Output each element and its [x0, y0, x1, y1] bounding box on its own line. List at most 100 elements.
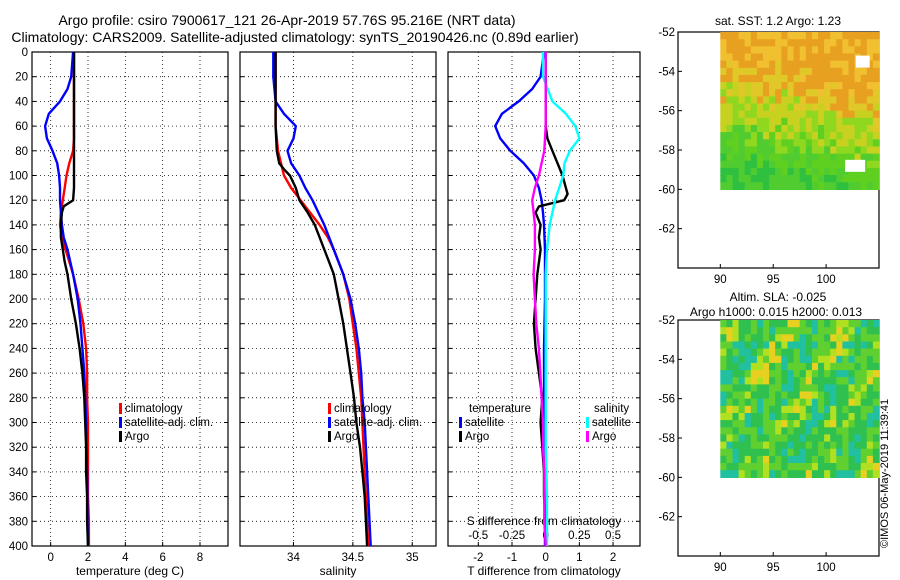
heatmap-cell [726, 89, 734, 97]
heatmap-cell [824, 327, 831, 335]
heatmap-cell [720, 46, 727, 55]
heatmap-cell [860, 103, 868, 112]
heatmap-cell [824, 53, 831, 62]
heatmap-cell [720, 320, 727, 328]
heatmap-cell [860, 89, 868, 97]
heatmap-cell [872, 427, 880, 436]
heatmap-cell [763, 355, 770, 364]
y-tick-label: -58 [658, 433, 675, 445]
x-tick-label: 100 [817, 562, 836, 574]
heatmap-cell [818, 110, 825, 119]
heatmap-cell [818, 167, 825, 176]
heatmap-cell [799, 160, 807, 169]
heatmap-cell [811, 441, 819, 450]
heatmap-cell [756, 110, 764, 119]
heatmap-cell [848, 82, 856, 90]
heatmap-cell [811, 82, 819, 90]
heatmap-cell [824, 82, 831, 90]
heatmap-cell [775, 391, 782, 400]
heatmap-cell [738, 46, 746, 55]
heatmap-cell [811, 455, 819, 464]
heatmap-cell [824, 89, 831, 97]
legend-title-salinity: salinity [594, 403, 629, 415]
heatmap-cell [836, 362, 843, 371]
legend-swatch-climatology [328, 403, 331, 414]
heatmap-cell [781, 153, 788, 162]
heatmap-cell [799, 132, 807, 140]
heatmap-cell [793, 455, 801, 464]
heatmap-cell [799, 455, 807, 464]
heatmap-cell [726, 139, 734, 148]
heatmap-cell [842, 441, 850, 450]
heatmap-cell [818, 327, 825, 335]
heatmap-cell [750, 60, 758, 69]
heatmap-cell [836, 117, 843, 126]
heatmap-cell [818, 391, 825, 400]
heatmap-cell [860, 441, 868, 450]
heatmap-cell [720, 167, 727, 176]
heatmap-cell [775, 362, 782, 371]
heatmap-cell [763, 348, 770, 357]
heatmap-cell [726, 355, 734, 364]
heatmap-cell [818, 370, 825, 378]
heatmap-cell [848, 103, 856, 112]
heatmap-cell [872, 175, 880, 183]
heatmap-cell [842, 67, 850, 76]
heatmap-cell [872, 420, 880, 428]
heatmap-cell [732, 32, 740, 40]
heatmap-cell [781, 320, 788, 328]
heatmap-cell [775, 32, 782, 40]
heatmap-cell [799, 434, 807, 443]
heatmap-cell [854, 320, 862, 328]
heatmap-cell [854, 67, 862, 76]
heatmap-cell [793, 153, 801, 162]
heatmap-cell [854, 463, 862, 471]
heatmap-cell [732, 391, 740, 400]
legend-swatch-climatology [119, 403, 122, 414]
heatmap-cell [793, 341, 801, 350]
heatmap-cell [738, 334, 746, 343]
heatmap-cell [744, 139, 752, 148]
heatmap-cell [818, 182, 825, 190]
heatmap-cell [720, 441, 727, 450]
heatmap-cell [726, 434, 734, 443]
heatmap-cell [836, 60, 843, 69]
heatmap-cell [805, 139, 813, 148]
heatmap-cell [732, 370, 740, 378]
heatmap-cell [744, 39, 752, 47]
heatmap-cell [824, 60, 831, 69]
x-tick-label: 0 [542, 552, 548, 564]
heatmap-cell [756, 175, 764, 183]
y-tick-label: 0 [22, 47, 28, 59]
heatmap-cell [805, 53, 813, 62]
heatmap-cell [866, 362, 874, 371]
heatmap-cell [842, 413, 850, 421]
heatmap-cell [750, 398, 758, 407]
x-tick-label: 0 [47, 552, 53, 564]
heatmap-cell [750, 74, 758, 83]
heatmap-cell [769, 139, 776, 148]
heatmap-cell [744, 455, 752, 464]
heatmap-cell [836, 391, 843, 400]
y-tick-label: 280 [9, 393, 28, 405]
heatmap-cell [720, 74, 727, 83]
heatmap-cell [756, 334, 764, 343]
heatmap-cell [781, 32, 788, 40]
heatmap-cell [848, 427, 856, 436]
heatmap-cell [824, 413, 831, 421]
heatmap-cell [848, 175, 856, 183]
y-tick-label: 300 [9, 418, 28, 430]
heatmap-cell [805, 82, 813, 90]
heatmap-cell [769, 355, 776, 364]
heatmap-cell [775, 74, 782, 83]
heatmap-cell [775, 160, 782, 169]
heatmap-cell [775, 67, 782, 76]
legend-swatch-satellite [586, 417, 589, 428]
heatmap-cell [793, 463, 801, 471]
heatmap-cell [775, 320, 782, 328]
heatmap-cell [756, 441, 764, 450]
heatmap-cell [726, 132, 734, 140]
y-tick-label: 400 [9, 541, 28, 553]
heatmap-cell [830, 32, 837, 40]
heatmap-cell [824, 441, 831, 450]
